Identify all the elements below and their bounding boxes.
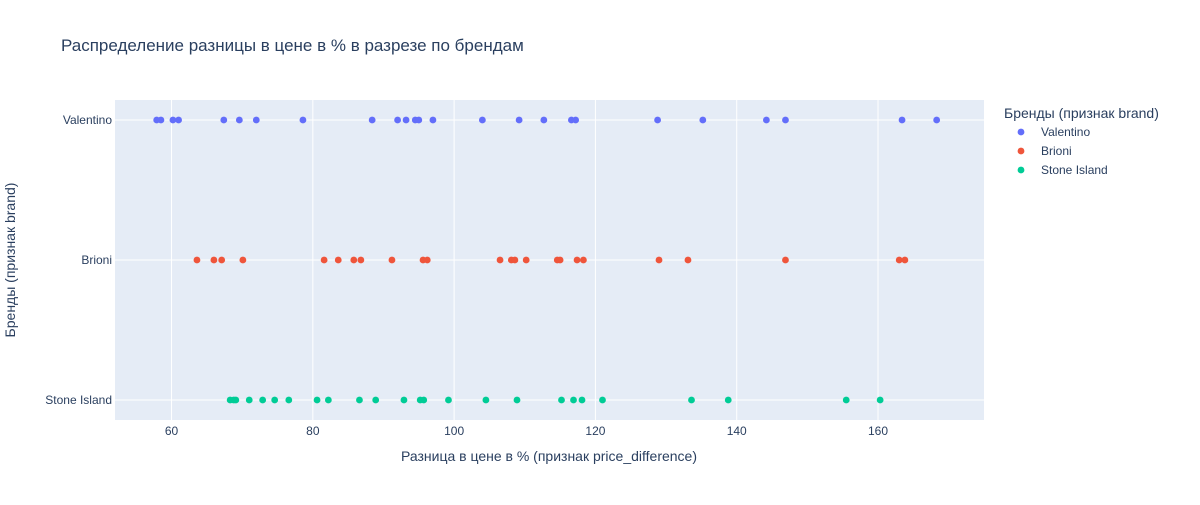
- data-point: [218, 256, 226, 264]
- data-point: [357, 256, 365, 264]
- legend-label: Brioni: [1041, 144, 1072, 158]
- data-point: [599, 396, 606, 404]
- data-point: [898, 116, 906, 124]
- data-point: [842, 396, 850, 404]
- data-point: [570, 396, 577, 404]
- x-tick-label: 100: [444, 424, 464, 438]
- data-point: [324, 396, 332, 404]
- x-tick-label: 160: [868, 424, 888, 438]
- data-point: [429, 116, 437, 124]
- data-point: [169, 116, 177, 124]
- data-point: [299, 116, 307, 124]
- legend-title: Бренды (признак brand): [1004, 105, 1159, 121]
- data-point: [578, 396, 586, 404]
- data-point: [239, 256, 247, 264]
- data-point: [573, 256, 581, 264]
- data-point: [350, 256, 358, 264]
- data-point: [423, 256, 431, 264]
- data-point: [478, 116, 486, 124]
- data-point: [655, 256, 663, 264]
- x-tick-label: 80: [306, 424, 320, 438]
- data-point: [420, 396, 428, 404]
- data-point: [556, 256, 564, 264]
- x-tick-label: 140: [727, 424, 747, 438]
- data-point: [415, 116, 423, 124]
- x-tick-label: 120: [585, 424, 605, 438]
- data-point: [175, 116, 182, 124]
- legend-label: Valentino: [1041, 125, 1090, 139]
- legend-marker: [1017, 147, 1025, 155]
- data-point: [210, 256, 218, 264]
- legend-marker: [1017, 128, 1025, 136]
- data-points: [153, 116, 941, 404]
- data-point: [193, 256, 201, 264]
- data-point: [394, 116, 402, 124]
- data-point: [688, 396, 695, 404]
- y-tick-label: Valentino: [63, 113, 112, 127]
- data-point: [356, 396, 363, 404]
- axis-ticks: 60 80 100 120 140 160 Valentino Brioni Stone Isl…: [45, 113, 888, 438]
- data-point: [933, 116, 941, 124]
- data-point: [285, 396, 293, 404]
- y-axis-label: Бренды (признак brand): [2, 183, 18, 338]
- data-point: [320, 256, 328, 264]
- data-point: [876, 396, 884, 404]
- data-point: [368, 116, 376, 124]
- data-point: [515, 116, 523, 124]
- data-point: [782, 256, 789, 264]
- data-point: [400, 396, 408, 404]
- data-point: [157, 116, 165, 124]
- x-axis-label: Разница в цене в % (признак price_differ…: [401, 448, 697, 464]
- x-tick-label: 60: [165, 424, 179, 438]
- data-point: [572, 116, 580, 124]
- data-point: [334, 256, 342, 264]
- data-point: [235, 116, 243, 124]
- legend: Бренды (признак brand) Valentino Brioni St…: [1004, 105, 1159, 177]
- legend-marker: [1017, 166, 1025, 174]
- data-point: [259, 396, 267, 404]
- data-point: [558, 396, 565, 404]
- data-point: [245, 396, 253, 404]
- data-point: [271, 396, 279, 404]
- legend-label: Stone Island: [1041, 163, 1108, 177]
- data-point: [402, 116, 410, 124]
- data-point: [482, 396, 490, 404]
- data-point: [540, 116, 548, 124]
- data-point: [252, 116, 260, 124]
- data-point: [782, 116, 789, 124]
- data-point: [654, 116, 661, 124]
- data-point: [699, 116, 707, 124]
- data-point: [511, 256, 519, 264]
- data-point: [895, 256, 903, 264]
- y-tick-label: Stone Island: [45, 393, 112, 407]
- legend-items: Valentino Brioni Stone Island: [1017, 125, 1108, 177]
- data-point: [372, 396, 380, 404]
- chart-title: Распределение разницы в цене в % в разре…: [61, 36, 524, 55]
- data-point: [388, 256, 396, 264]
- data-point: [220, 116, 228, 124]
- data-point: [901, 256, 909, 264]
- data-point: [580, 256, 587, 264]
- data-point: [513, 396, 521, 404]
- data-point: [496, 256, 504, 264]
- data-point: [684, 256, 692, 264]
- data-point: [445, 396, 452, 404]
- data-point: [232, 396, 240, 404]
- data-point: [313, 396, 321, 404]
- data-point: [762, 116, 770, 124]
- data-point: [522, 256, 530, 264]
- data-point: [724, 396, 732, 404]
- y-tick-label: Brioni: [81, 253, 112, 267]
